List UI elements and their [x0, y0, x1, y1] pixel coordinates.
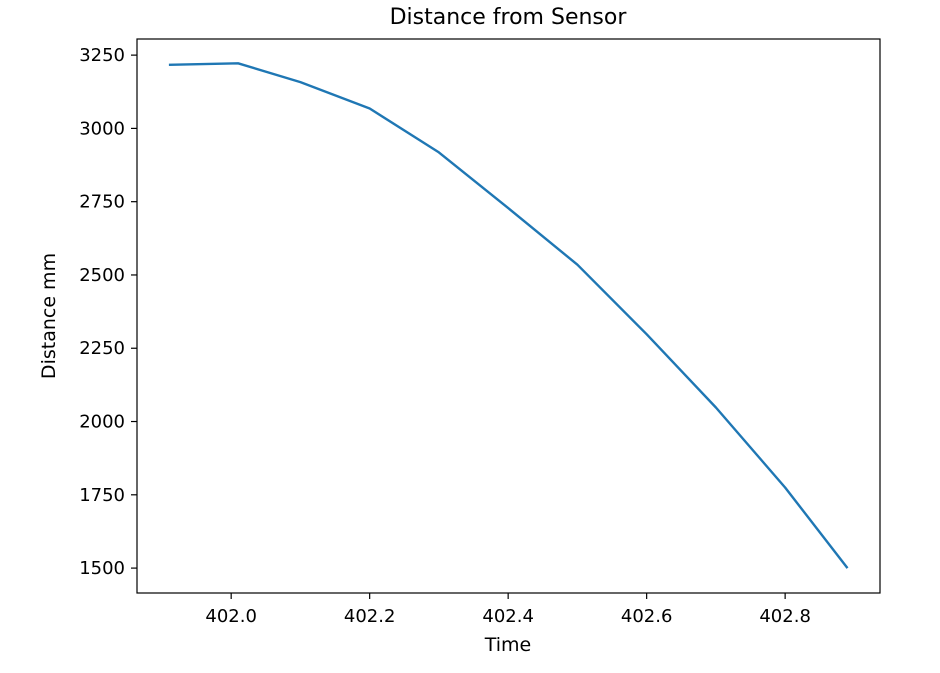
plot-frame [136, 38, 881, 594]
y-tick-label: 2500 [79, 265, 125, 286]
plot-area [136, 38, 881, 594]
x-tick-label: 402.8 [759, 606, 811, 627]
y-tick-label: 2000 [79, 412, 125, 433]
x-tick-label: 402.4 [482, 606, 534, 627]
y-tick-label: 1750 [79, 485, 125, 506]
y-tick-label: 2750 [79, 192, 125, 213]
y-tick-label: 1500 [79, 558, 125, 579]
y-tick-label: 2250 [79, 338, 125, 359]
chart-title: Distance from Sensor [390, 5, 628, 30]
y-axis-label: Distance mm [38, 253, 60, 379]
y-tick-label: 3000 [79, 118, 125, 139]
series-layer [168, 62, 849, 569]
series-line [168, 62, 849, 569]
x-axis: 402.0 402.2 402.4 402.6 402.8 [205, 593, 811, 627]
x-tick-label: 402.6 [621, 606, 673, 627]
x-axis-label: Time [484, 634, 532, 656]
y-axis: 1500 1750 2000 2250 2500 2750 3000 3250 [79, 45, 137, 579]
x-tick-label: 402.0 [205, 606, 257, 627]
x-tick-label: 402.2 [344, 606, 396, 627]
y-tick-label: 3250 [79, 45, 125, 66]
